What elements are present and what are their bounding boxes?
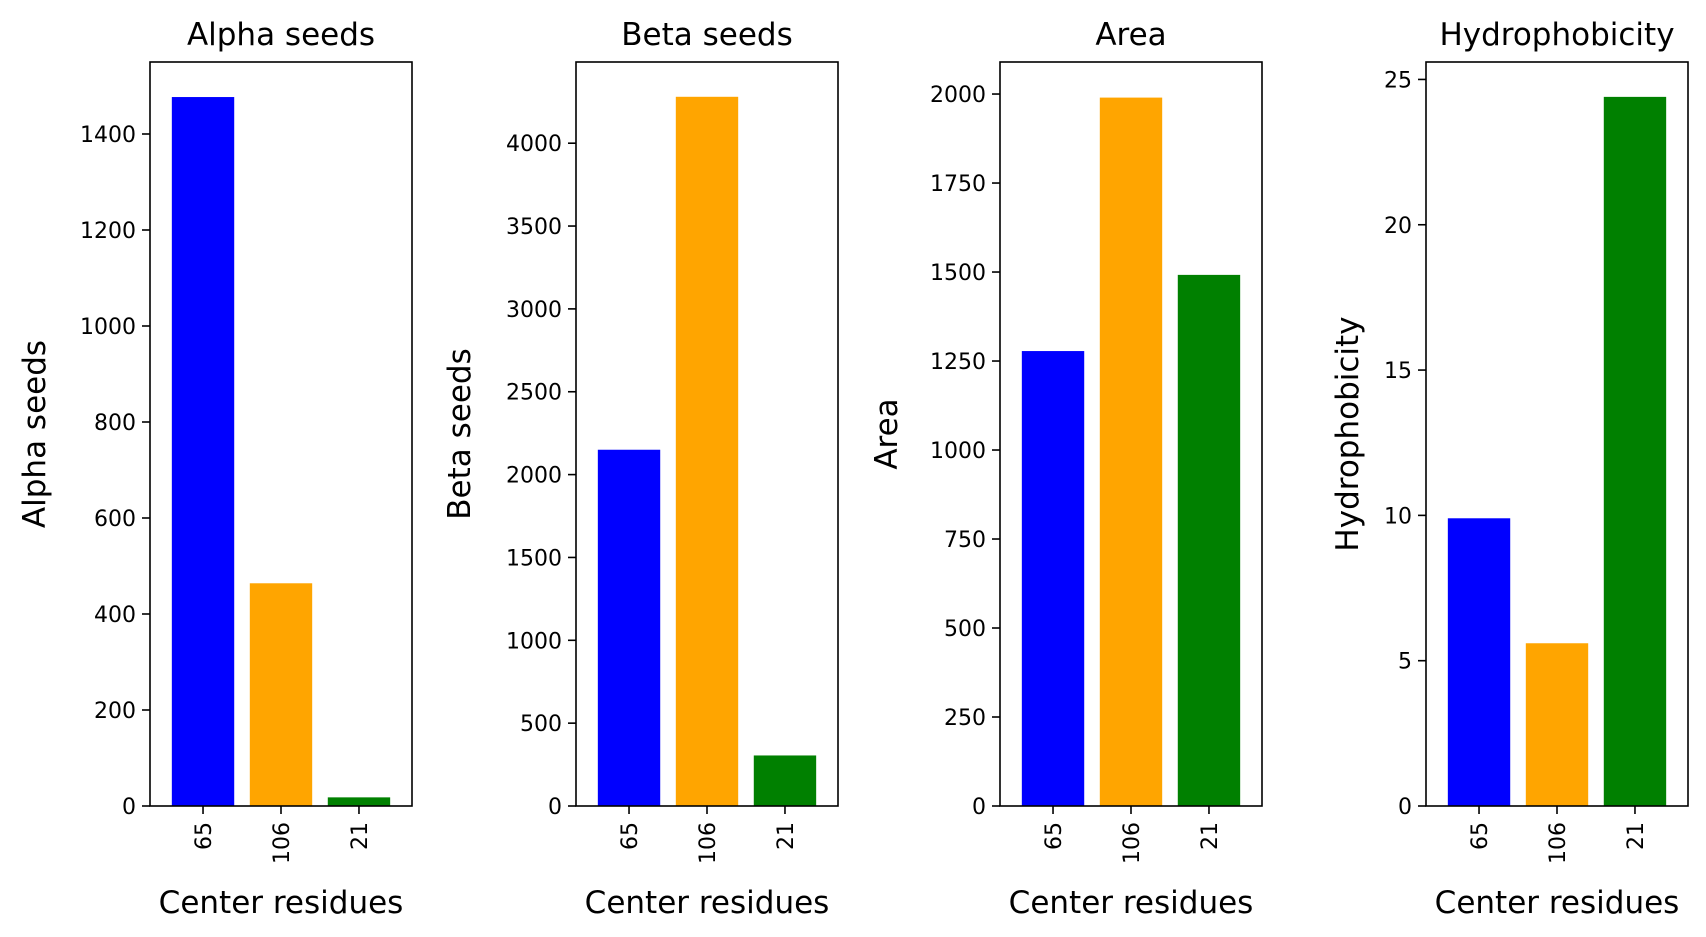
subplot-1: Alpha seeds 0 200 400 600 800 1000 1200 1400 65 10… [17, 17, 413, 921]
x-tick-label: 106 [696, 822, 721, 864]
y-tick-label: 400 [94, 603, 136, 628]
y-tick-label: 1250 [930, 350, 986, 375]
y-tick-label: 1000 [930, 439, 986, 464]
y-axis-label: Area [869, 398, 905, 469]
x-tick-label: 21 [1624, 822, 1649, 850]
x-axis-label: Center residues [585, 885, 830, 921]
x-axis-label: Center residues [159, 885, 404, 921]
y-tick-label: 5 [1398, 650, 1412, 675]
subplot-title: Area [1095, 17, 1166, 53]
y-tick-label: 3000 [506, 298, 562, 323]
y-tick-label: 500 [944, 617, 986, 642]
y-tick-label: 4000 [506, 132, 562, 157]
y-tick-label: 1200 [80, 219, 136, 244]
subplot-title: Alpha seeds [187, 17, 375, 53]
y-tick-label: 20 [1384, 214, 1412, 239]
subplot-4: Hydrophobicity 0 5 10 15 20 25 65 106 21 Center re… [1330, 17, 1689, 921]
y-tick-label: 2000 [506, 464, 562, 489]
bar-65 [171, 97, 235, 807]
y-tick-label: 1000 [80, 315, 136, 340]
subplot-3: Area 0 250 500 750 1000 1250 1500 1750 2000 65 106 2… [869, 17, 1263, 921]
x-axis-label: Center residues [1009, 885, 1254, 921]
subplot-2: Beta seeds 0 500 1000 1500 2000 2500 3000 3500 40… [442, 17, 839, 921]
x-tick-label: 21 [348, 822, 373, 850]
x-tick-label: 65 [1042, 822, 1067, 850]
y-axis-label: Beta seeds [442, 348, 478, 519]
y-tick-label: 200 [94, 699, 136, 724]
y-tick-label: 10 [1384, 504, 1412, 529]
y-tick-label: 15 [1384, 359, 1412, 384]
y-tick-label: 800 [94, 411, 136, 436]
y-tick-label: 0 [1398, 795, 1412, 820]
y-axis-label: Alpha seeds [17, 340, 53, 528]
y-tick-label: 2000 [930, 83, 986, 108]
x-tick-label: 106 [1120, 822, 1145, 864]
bar-65 [597, 449, 661, 806]
bar-21 [1177, 274, 1241, 806]
subplot-title: Beta seeds [621, 17, 792, 53]
y-tick-label: 1000 [506, 629, 562, 654]
x-tick-label: 106 [1546, 822, 1571, 864]
y-tick-label: 0 [548, 795, 562, 820]
y-tick-label: 0 [972, 795, 986, 820]
bar-21 [327, 797, 391, 806]
x-tick-label: 65 [1468, 822, 1493, 850]
x-tick-label: 65 [192, 822, 217, 850]
y-tick-label: 1400 [80, 123, 136, 148]
x-tick-label: 106 [270, 822, 295, 864]
y-tick-label: 600 [94, 507, 136, 532]
x-tick-label: 21 [774, 822, 799, 850]
bar-106 [1525, 643, 1589, 806]
subplot-title: Hydrophobicity [1439, 17, 1674, 53]
y-tick-label: 25 [1384, 68, 1412, 93]
bar-21 [753, 755, 817, 806]
bar-106 [675, 96, 739, 807]
bar-65 [1447, 518, 1511, 806]
x-tick-label: 21 [1198, 822, 1223, 850]
y-tick-label: 3500 [506, 215, 562, 240]
bar-21 [1603, 96, 1667, 806]
y-tick-label: 1500 [930, 261, 986, 286]
x-axis-label: Center residues [1435, 885, 1680, 921]
y-tick-label: 1750 [930, 172, 986, 197]
x-tick-label: 65 [618, 822, 643, 850]
bar-106 [249, 583, 313, 806]
y-tick-label: 2500 [506, 381, 562, 406]
bar-106 [1099, 97, 1163, 806]
bar-65 [1021, 351, 1085, 806]
y-tick-label: 500 [520, 712, 562, 737]
y-axis-label: Hydrophobicity [1330, 316, 1366, 551]
y-tick-label: 750 [944, 528, 986, 553]
y-tick-label: 250 [944, 706, 986, 731]
y-tick-label: 1500 [506, 546, 562, 571]
y-tick-label: 0 [122, 795, 136, 820]
